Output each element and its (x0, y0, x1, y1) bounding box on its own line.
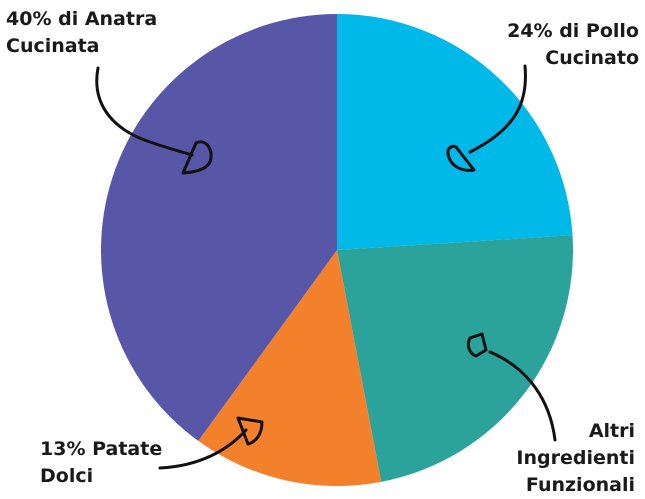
arrow-chicken (468, 64, 527, 154)
arrow-potato-head (236, 416, 264, 446)
label-other-ingredients: Altri Ingredienti Funzionali (516, 420, 635, 496)
arrow-duck-head (181, 140, 213, 175)
slice-duck (101, 14, 337, 441)
arrow-other (488, 350, 557, 442)
arrow-other-head (466, 332, 488, 358)
label-duck: 40% di Anatra Cucinata (6, 8, 158, 57)
slice-chicken (337, 14, 573, 250)
label-chicken: 24% di Pollo Cucinato (507, 20, 639, 69)
arrow-chicken-head (446, 144, 476, 172)
arrow-potato (158, 428, 248, 470)
arrow-duck (95, 66, 194, 157)
slice-other-ingredients (337, 235, 573, 482)
label-sweet-potato: 13% Patate Dolci (40, 438, 163, 487)
slice-sweet-potato (198, 250, 382, 486)
